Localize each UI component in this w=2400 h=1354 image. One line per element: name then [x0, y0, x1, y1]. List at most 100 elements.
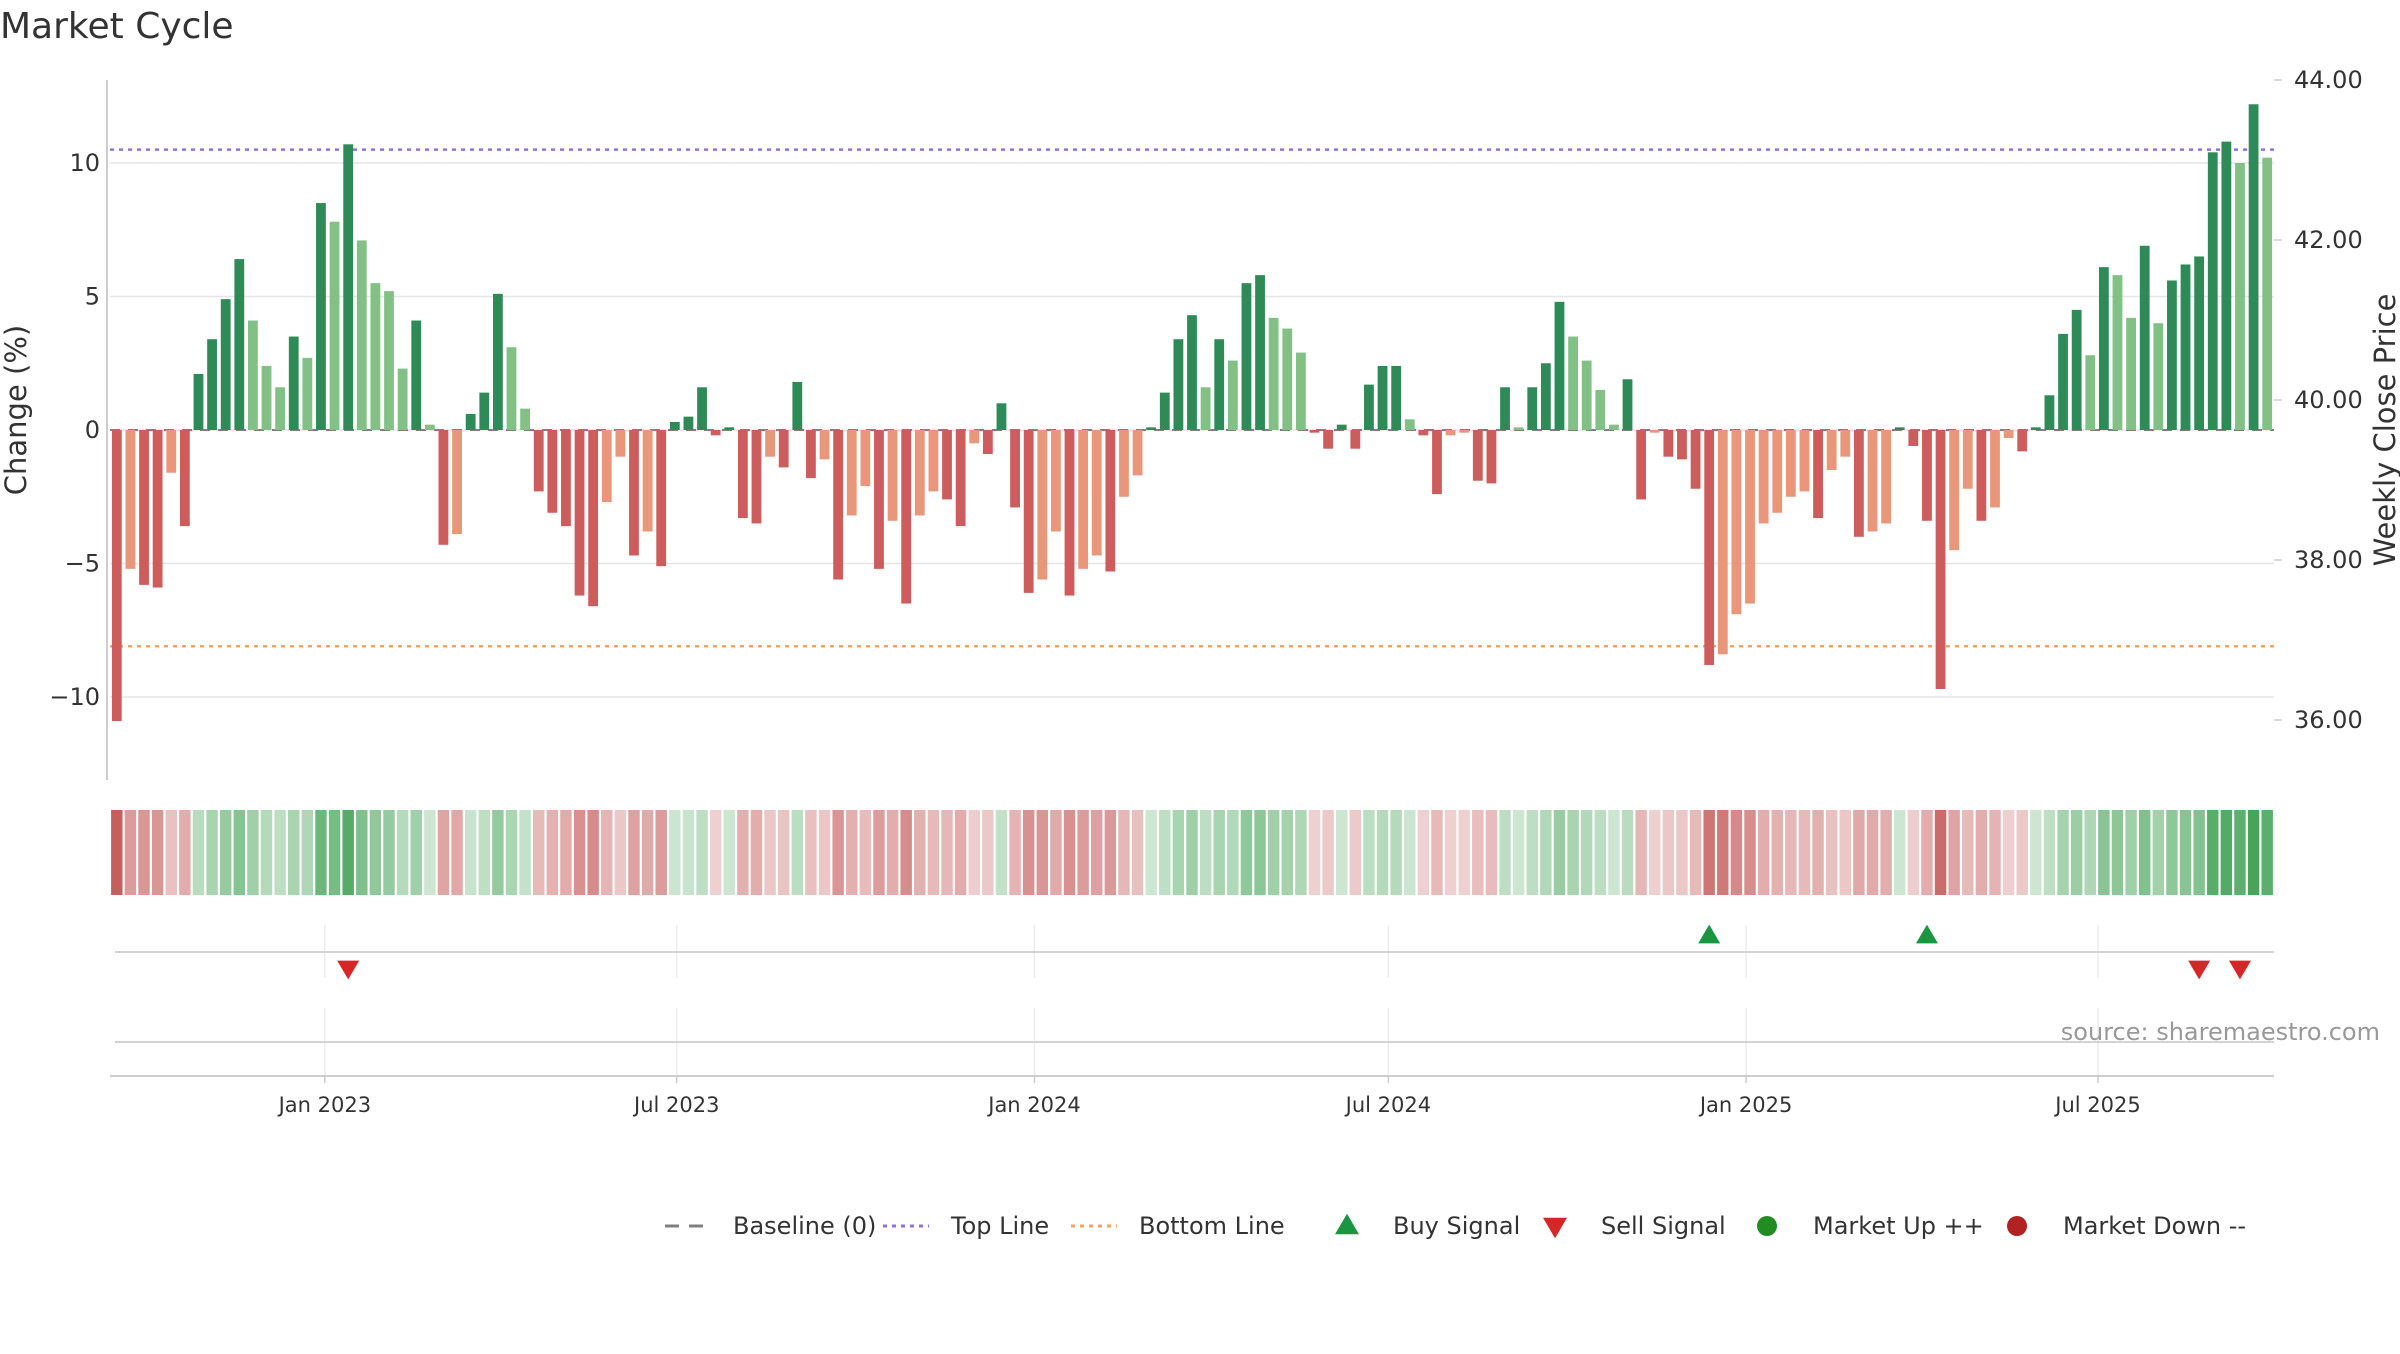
heat-cell-81: [1213, 810, 1225, 895]
heat-cell-101: [1485, 810, 1498, 895]
bar-week-51: [806, 430, 816, 479]
bar-week-139: [2003, 430, 2014, 439]
bar-week-57: [887, 430, 898, 521]
heat-cell-41: [669, 810, 681, 895]
bar-week-17: [343, 144, 354, 430]
heat-cell-17: [342, 810, 354, 895]
bar-week-0: [111, 430, 122, 722]
legend-item-sell: Sell Signal: [1543, 1212, 1726, 1240]
heat-cell-35: [587, 810, 599, 895]
bar-week-127: [1840, 430, 1851, 457]
heat-cell-73: [1104, 810, 1117, 895]
bar-week-102: [1500, 387, 1510, 430]
heat-cell-37: [614, 810, 627, 895]
bar-week-151: [2167, 280, 2177, 430]
heat-cell-116: [1689, 810, 1702, 895]
bar-week-73: [1105, 430, 1116, 572]
heat-cell-3: [151, 810, 164, 895]
x-tick-5: Jul 2025: [2053, 1093, 2140, 1117]
bar-week-44: [710, 430, 721, 436]
heat-cell-144: [2070, 810, 2083, 895]
bar-week-140: [2017, 430, 2028, 452]
bar-week-121: [1758, 430, 1769, 524]
heat-cell-125: [1812, 810, 1824, 895]
heat-cell-14: [301, 810, 314, 895]
bar-week-9: [234, 259, 245, 430]
signal-panel: [115, 924, 2274, 1043]
bar-week-13: [288, 336, 299, 430]
heat-cell-57: [886, 810, 899, 895]
bar-week-143: [2058, 333, 2068, 430]
heat-cell-108: [1580, 810, 1593, 895]
bar-week-26: [465, 413, 476, 430]
legend-item-market_down: Market Down --: [2007, 1212, 2246, 1240]
bar-week-69: [1050, 430, 1061, 532]
bar-week-6: [193, 373, 204, 430]
axes-layer: 10 5 0 −5 −10 44.00 42.00 40.00 38.00 36.00 Jan 20…: [49, 66, 2362, 1117]
y-right-tick-0: 44.00: [2294, 66, 2363, 94]
bar-week-25: [452, 430, 462, 535]
bar-week-103: [1513, 427, 1524, 430]
bar-week-7: [207, 339, 217, 430]
heat-cell-119: [1730, 810, 1743, 895]
heat-cell-90: [1335, 810, 1348, 895]
bar-week-36: [601, 430, 612, 503]
heat-cell-89: [1322, 810, 1334, 895]
heat-cell-15: [315, 810, 327, 895]
y-left-tick-3: −5: [65, 550, 100, 578]
heat-cell-77: [1159, 810, 1171, 895]
bar-week-45: [724, 427, 735, 430]
heat-cell-25: [451, 810, 463, 895]
buy-signal-marker-1: [1915, 924, 1938, 944]
bar-week-84: [1255, 275, 1265, 430]
bar-week-83: [1241, 283, 1252, 430]
heat-cell-148: [2125, 810, 2137, 895]
bar-week-53: [833, 430, 844, 580]
y-right-tick-4: 36.00: [2294, 706, 2363, 734]
heat-cell-28: [492, 810, 504, 895]
heat-cell-120: [1744, 810, 1756, 895]
bar-week-63: [969, 430, 980, 444]
bar-week-79: [1187, 315, 1197, 430]
legend-item-top_line: Top Line: [883, 1212, 1049, 1240]
heat-cell-122: [1771, 810, 1783, 895]
heat-cell-141: [2030, 810, 2042, 895]
heat-cell-111: [1621, 810, 1634, 895]
heat-cell-36: [601, 810, 613, 895]
heat-cell-5: [179, 810, 191, 895]
legend-label-market_down: Market Down --: [2063, 1212, 2246, 1240]
heat-cell-85: [1267, 810, 1280, 895]
heat-cell-7: [206, 810, 218, 895]
bar-week-1: [125, 430, 136, 569]
bar-week-66: [1010, 430, 1020, 508]
bar-week-61: [942, 430, 952, 500]
heat-cell-70: [1063, 810, 1076, 895]
bar-week-11: [261, 365, 272, 430]
bar-week-110: [1609, 424, 1619, 430]
heat-cell-124: [1798, 810, 1811, 895]
heat-cell-43: [696, 810, 708, 895]
bar-week-78: [1173, 339, 1184, 430]
bar-week-29: [506, 347, 517, 430]
bar-week-146: [2098, 267, 2109, 430]
bar-week-106: [1554, 301, 1565, 430]
heat-cell-71: [1077, 810, 1089, 895]
x-tick-3: Jul 2024: [1344, 1093, 1431, 1117]
bar-week-14: [302, 357, 313, 430]
heat-cell-97: [1431, 810, 1443, 895]
heat-cell-87: [1295, 810, 1307, 895]
heat-cell-127: [1839, 810, 1851, 895]
legend-swatch-sell: [1543, 1217, 1567, 1239]
heat-cell-138: [1989, 810, 2001, 895]
bar-week-89: [1323, 430, 1334, 449]
heat-cell-26: [464, 810, 477, 895]
heat-cell-109: [1594, 810, 1607, 895]
bar-week-35: [588, 430, 599, 607]
y-right-tick-2: 40.00: [2294, 386, 2363, 414]
heat-cell-139: [2002, 810, 2015, 895]
heat-cell-49: [777, 810, 790, 895]
bar-week-131: [1894, 427, 1905, 430]
bar-week-48: [765, 430, 775, 457]
heat-cell-32: [546, 810, 559, 895]
heat-cell-155: [2220, 810, 2233, 895]
